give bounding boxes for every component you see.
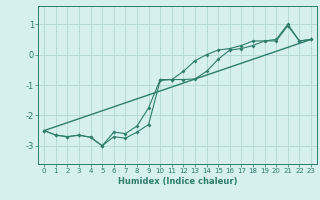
X-axis label: Humidex (Indice chaleur): Humidex (Indice chaleur) (118, 177, 237, 186)
